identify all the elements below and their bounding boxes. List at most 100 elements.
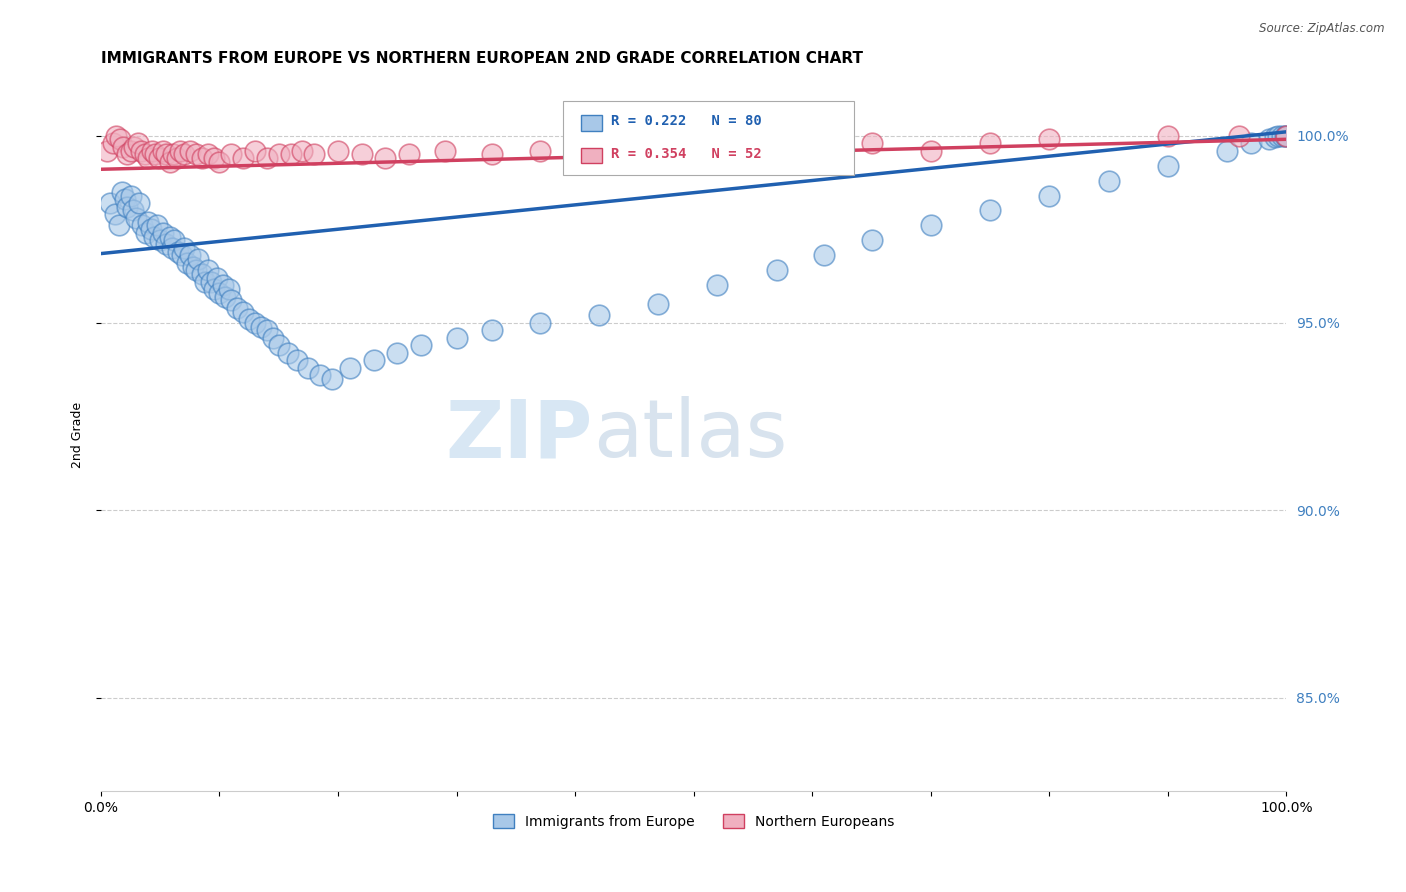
Point xyxy=(149,234,172,248)
Point xyxy=(184,263,207,277)
Point xyxy=(134,147,156,161)
Point xyxy=(529,144,551,158)
Point xyxy=(979,136,1001,150)
Point xyxy=(350,147,373,161)
Point xyxy=(159,154,181,169)
Point xyxy=(104,207,127,221)
Point xyxy=(173,147,195,161)
Point xyxy=(813,248,835,262)
Point xyxy=(208,285,231,300)
Point xyxy=(135,226,157,240)
Point xyxy=(1240,136,1263,150)
Point xyxy=(111,185,134,199)
Text: atlas: atlas xyxy=(593,396,787,475)
Point xyxy=(155,147,177,161)
Point xyxy=(114,192,136,206)
Point xyxy=(115,147,138,161)
Point xyxy=(765,263,787,277)
Point xyxy=(1157,128,1180,143)
Point xyxy=(120,188,142,202)
Point xyxy=(529,316,551,330)
Point xyxy=(190,151,212,165)
Point xyxy=(179,144,201,158)
Point xyxy=(141,144,163,158)
Text: Source: ZipAtlas.com: Source: ZipAtlas.com xyxy=(1260,22,1385,36)
Point xyxy=(226,301,249,315)
Point xyxy=(256,323,278,337)
Point xyxy=(1216,144,1239,158)
Point xyxy=(588,309,610,323)
Point xyxy=(1098,173,1121,187)
Point xyxy=(221,147,243,161)
Point xyxy=(860,136,883,150)
Point xyxy=(232,151,254,165)
Point xyxy=(176,256,198,270)
Point xyxy=(801,140,824,154)
Point xyxy=(446,331,468,345)
Point xyxy=(398,147,420,161)
Point xyxy=(1264,130,1286,145)
Point xyxy=(197,263,219,277)
Point xyxy=(321,372,343,386)
Point xyxy=(304,147,326,161)
Point xyxy=(481,323,503,337)
Point xyxy=(1257,132,1279,146)
Point xyxy=(112,140,135,154)
Point xyxy=(205,271,228,285)
Point xyxy=(194,275,217,289)
Point xyxy=(159,229,181,244)
Point xyxy=(277,346,299,360)
Point xyxy=(267,147,290,161)
Point xyxy=(256,151,278,165)
Point xyxy=(297,360,319,375)
Point xyxy=(152,144,174,158)
Point xyxy=(1275,128,1298,143)
Point xyxy=(143,229,166,244)
Point xyxy=(145,147,167,161)
Point xyxy=(232,304,254,318)
Y-axis label: 2nd Grade: 2nd Grade xyxy=(72,402,84,468)
Point xyxy=(131,219,153,233)
Point xyxy=(309,368,332,383)
FancyBboxPatch shape xyxy=(581,115,602,130)
Point xyxy=(409,338,432,352)
Point xyxy=(1275,128,1298,143)
Point xyxy=(979,203,1001,218)
Point xyxy=(105,128,128,143)
Point xyxy=(163,234,186,248)
Point xyxy=(108,132,131,146)
Point xyxy=(433,144,456,158)
Point xyxy=(129,144,152,158)
Point xyxy=(374,151,396,165)
Point xyxy=(208,154,231,169)
Point xyxy=(115,200,138,214)
Point xyxy=(202,282,225,296)
Point xyxy=(160,241,183,255)
Point xyxy=(588,147,610,161)
Point xyxy=(920,219,942,233)
Point xyxy=(262,331,284,345)
Point xyxy=(280,147,302,161)
Point xyxy=(190,267,212,281)
Point xyxy=(152,226,174,240)
Point xyxy=(250,319,273,334)
Point xyxy=(202,151,225,165)
Point xyxy=(285,353,308,368)
Legend: Immigrants from Europe, Northern Europeans: Immigrants from Europe, Northern Europea… xyxy=(488,808,900,834)
Point xyxy=(326,144,349,158)
Text: R = 0.222   N = 80: R = 0.222 N = 80 xyxy=(610,114,762,128)
Point xyxy=(148,151,170,165)
Text: IMMIGRANTS FROM EUROPE VS NORTHERN EUROPEAN 2ND GRADE CORRELATION CHART: IMMIGRANTS FROM EUROPE VS NORTHERN EUROP… xyxy=(101,51,863,66)
Point xyxy=(139,222,162,236)
Point xyxy=(387,346,409,360)
Point xyxy=(145,219,167,233)
Point xyxy=(363,353,385,368)
Point xyxy=(1274,128,1296,143)
Point xyxy=(187,252,209,267)
Point xyxy=(162,147,184,161)
Point xyxy=(120,144,142,158)
Text: R = 0.354   N = 52: R = 0.354 N = 52 xyxy=(610,147,762,161)
Point xyxy=(179,248,201,262)
Point xyxy=(100,196,122,211)
Point xyxy=(243,316,266,330)
